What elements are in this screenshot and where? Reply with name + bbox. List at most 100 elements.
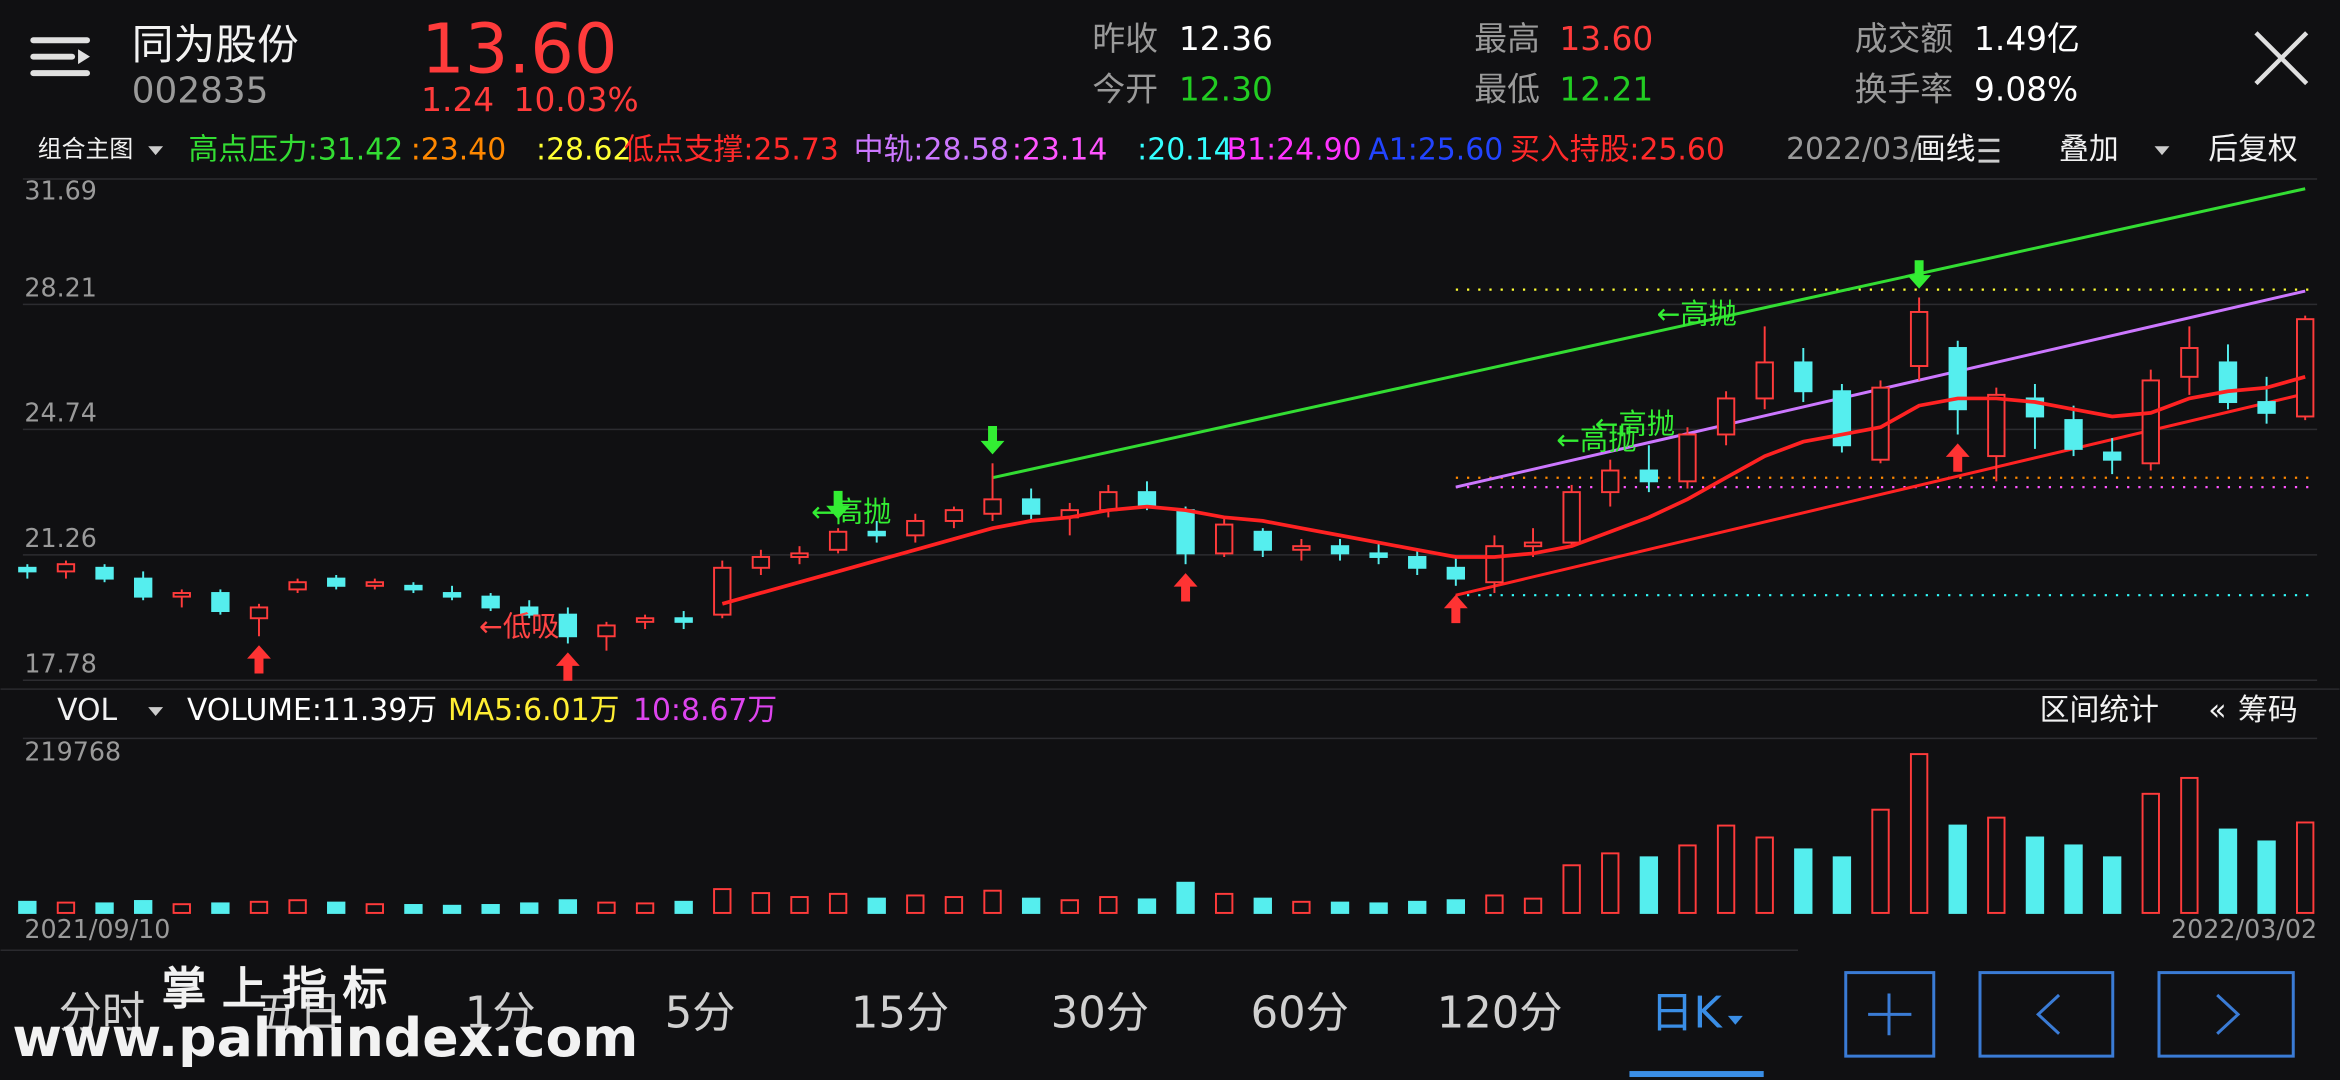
volume-bar bbox=[1253, 897, 1272, 914]
indicator-name: : bbox=[536, 132, 546, 167]
candle-body bbox=[95, 566, 114, 580]
indicator-value: 25.60 bbox=[1418, 132, 1503, 167]
candle-body bbox=[635, 617, 655, 623]
dropdown-icon bbox=[148, 707, 164, 717]
buy-arrow bbox=[1945, 443, 1970, 472]
volume-bar bbox=[1485, 894, 1504, 914]
volume-bar bbox=[249, 900, 269, 914]
period-tab[interactable]: 五日 bbox=[256, 988, 343, 1038]
candle-body bbox=[1523, 541, 1543, 548]
dropdown-icon bbox=[148, 146, 164, 156]
menu-button[interactable] bbox=[30, 37, 91, 77]
stat-value: 13.60 bbox=[1559, 20, 1653, 58]
candle-body bbox=[1794, 361, 1813, 393]
period-tab[interactable]: 120分 bbox=[1437, 988, 1563, 1038]
stock-name: 同为股份 bbox=[132, 20, 299, 69]
candle-body bbox=[1021, 498, 1041, 515]
period-tab[interactable]: 1分 bbox=[465, 988, 536, 1038]
volume-bar bbox=[2141, 792, 2160, 914]
period-tab[interactable]: 日K bbox=[1650, 988, 1723, 1038]
toolbar-button[interactable]: 画线 bbox=[1916, 132, 1976, 167]
indicator: 买入持股:25.60 bbox=[1510, 132, 1725, 167]
candle-body bbox=[1832, 390, 1852, 447]
sell-arrow bbox=[826, 490, 851, 520]
volume-bar bbox=[828, 892, 848, 914]
candle-body bbox=[249, 606, 269, 620]
candle-body bbox=[1562, 491, 1581, 544]
volume-bar bbox=[18, 900, 37, 914]
volume-bar bbox=[1909, 753, 1929, 914]
candle-body bbox=[906, 519, 925, 537]
candle-body bbox=[1176, 509, 1195, 555]
candle-body bbox=[1137, 491, 1157, 508]
volume-bar bbox=[1408, 900, 1427, 914]
candle-body bbox=[1215, 523, 1234, 555]
volume-bar bbox=[1987, 816, 2006, 914]
volume-tool[interactable]: 区间统计 bbox=[2040, 693, 2159, 728]
candle-body bbox=[1446, 566, 1466, 580]
y-tick-label: 21.26 bbox=[24, 523, 97, 553]
indicator-value: 23.14 bbox=[1022, 132, 1107, 167]
period-tab[interactable]: 15分 bbox=[851, 988, 949, 1038]
volume-tool[interactable]: 筹码 bbox=[2238, 693, 2298, 728]
candle-body bbox=[172, 592, 191, 598]
indicator-value: 25.60 bbox=[1639, 132, 1724, 167]
candle-body bbox=[2218, 361, 2238, 404]
indicator-value: 20.14 bbox=[1147, 132, 1232, 167]
candle-body bbox=[1987, 393, 2006, 458]
volume-bar bbox=[133, 900, 153, 914]
volume-bar bbox=[1639, 856, 1659, 914]
candle-body bbox=[2180, 347, 2199, 378]
stat-value: 9.08% bbox=[1974, 70, 2078, 108]
candle-body bbox=[1716, 397, 1736, 436]
volume-bar bbox=[2064, 844, 2083, 914]
add-button[interactable] bbox=[1844, 971, 1936, 1058]
toolbar-button[interactable]: 后复权 bbox=[2208, 132, 2297, 167]
volume-bar bbox=[1176, 881, 1195, 914]
period-tab[interactable]: 5分 bbox=[665, 988, 736, 1038]
indicator-value: 28.58 bbox=[923, 132, 1008, 167]
candle-body bbox=[211, 592, 230, 613]
candle-body bbox=[2102, 451, 2122, 461]
x-label: 2021/09/10 bbox=[24, 914, 170, 944]
volume-bar bbox=[597, 901, 616, 914]
indicator-name: A1: bbox=[1368, 132, 1417, 167]
volume-bar bbox=[944, 896, 964, 914]
candle-body bbox=[1408, 556, 1427, 569]
candle-body bbox=[1909, 310, 1929, 367]
lines-icon bbox=[1978, 138, 2000, 163]
annotation: ←高抛 bbox=[1657, 298, 1737, 331]
candle-body bbox=[133, 577, 153, 598]
dropdown-icon bbox=[2154, 146, 2170, 156]
volume-bar bbox=[1137, 898, 1157, 914]
prev-button[interactable] bbox=[1978, 971, 2115, 1058]
indicator-name: : bbox=[1012, 132, 1022, 167]
toolbar-button[interactable]: 叠加 bbox=[2059, 132, 2119, 167]
candle-body bbox=[751, 556, 771, 569]
period-tab[interactable]: 分时 bbox=[59, 988, 146, 1038]
volume-bar bbox=[2218, 828, 2238, 914]
candle-body bbox=[1330, 545, 1350, 555]
buy-arrow bbox=[1173, 573, 1198, 602]
change: 1.24 bbox=[421, 81, 494, 119]
annotation: ←低吸 bbox=[479, 610, 559, 643]
sell-arrow bbox=[1907, 260, 1932, 289]
watermark-url: www.palmindex.com bbox=[12, 1006, 638, 1069]
next-button[interactable] bbox=[2157, 971, 2295, 1058]
period-tab[interactable]: 30分 bbox=[1051, 988, 1149, 1038]
volume-bar bbox=[1871, 808, 1890, 914]
volume-bar bbox=[1755, 836, 1774, 914]
volume-bar bbox=[713, 888, 732, 914]
candle-body bbox=[442, 592, 462, 598]
indicator-name: 低点支撑: bbox=[624, 132, 753, 167]
candle-body bbox=[327, 577, 346, 587]
candle-body bbox=[674, 617, 693, 623]
candle-body bbox=[1292, 545, 1311, 551]
close-button[interactable] bbox=[2254, 31, 2309, 86]
indicator-value: 25.73 bbox=[753, 132, 838, 167]
volume-bar bbox=[790, 896, 809, 914]
period-tab[interactable]: 60分 bbox=[1251, 988, 1349, 1038]
volume-bar bbox=[1523, 897, 1543, 914]
volume-bar bbox=[520, 902, 539, 914]
